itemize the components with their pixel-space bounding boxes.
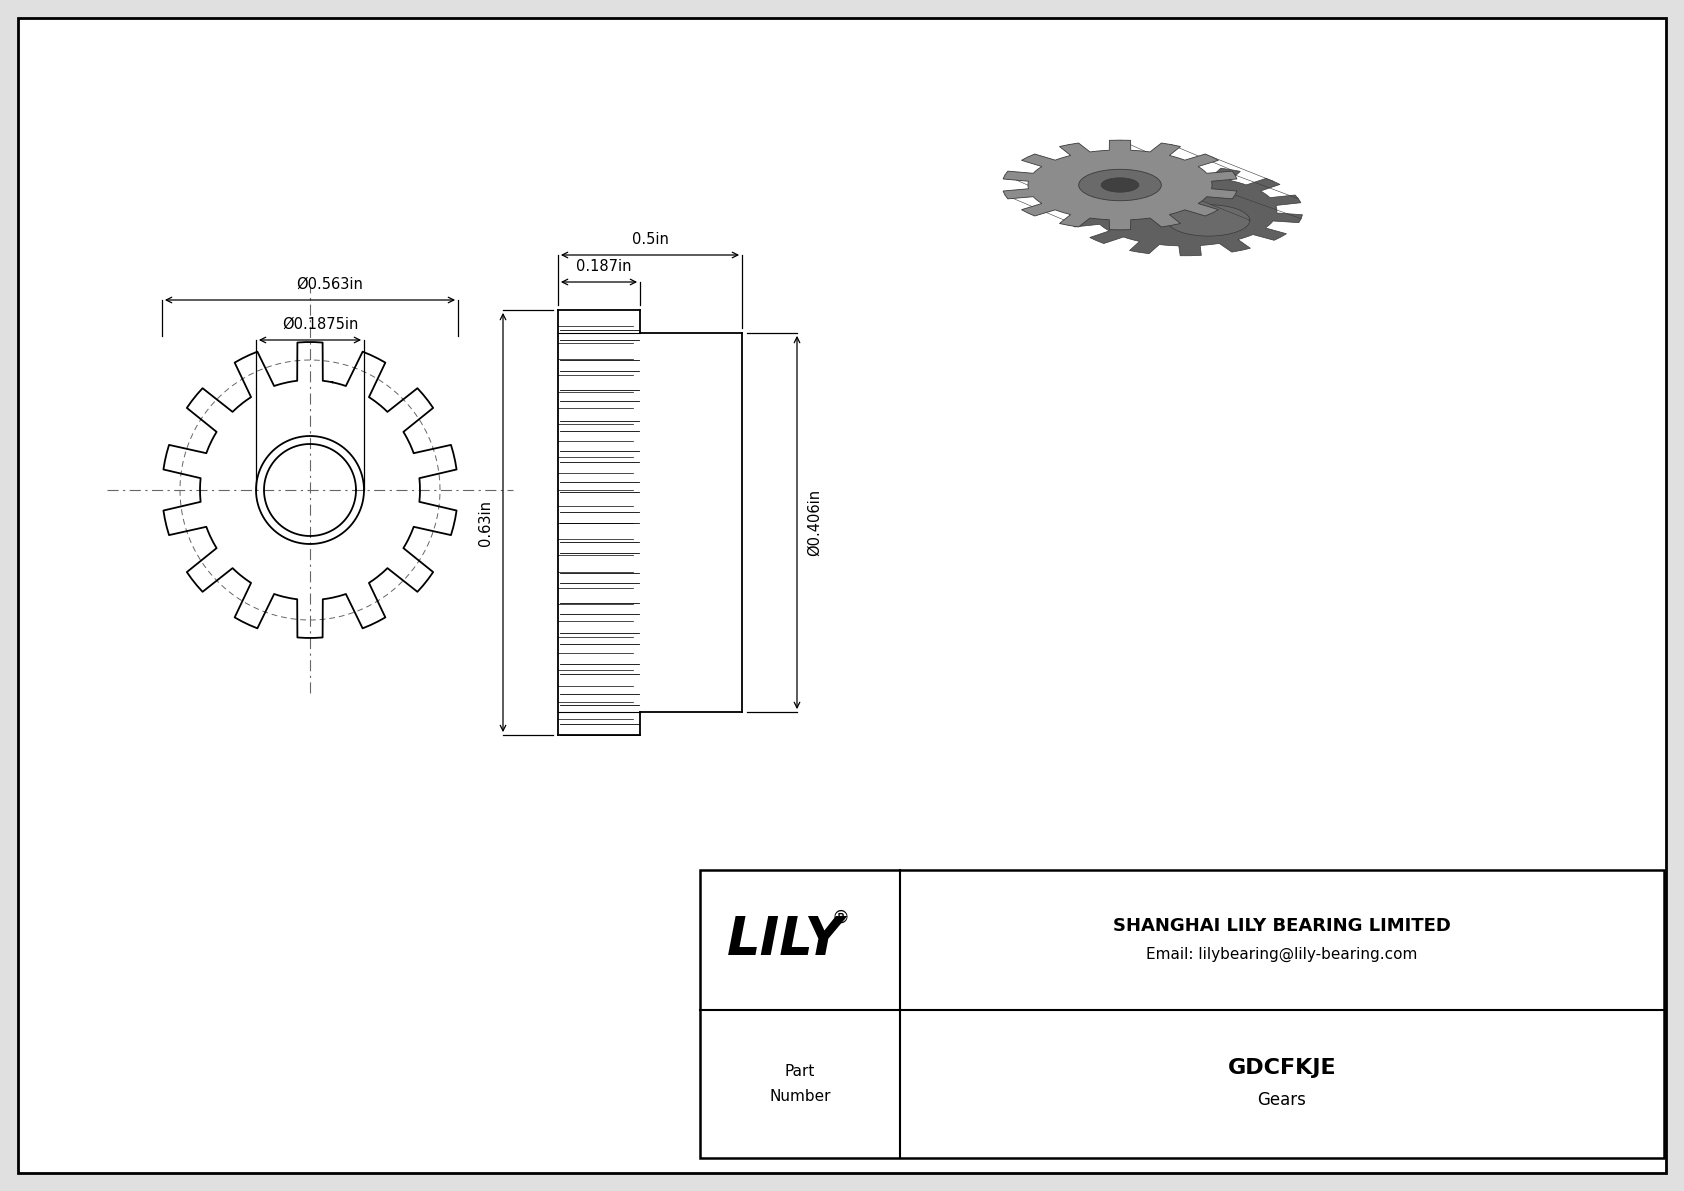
Polygon shape (1068, 167, 1302, 256)
Ellipse shape (1167, 205, 1250, 236)
Text: Ø0.1875in: Ø0.1875in (281, 317, 359, 332)
Text: SHANGHAI LILY BEARING LIMITED: SHANGHAI LILY BEARING LIMITED (1113, 917, 1452, 935)
Text: Ø0.406in: Ø0.406in (807, 490, 822, 556)
Text: GDCFKJE: GDCFKJE (1228, 1058, 1337, 1078)
Polygon shape (1004, 141, 1238, 230)
Bar (701, 869, 1664, 1158)
Text: 0.187in: 0.187in (576, 258, 632, 274)
Text: Email: lilybearing@lily-bearing.com: Email: lilybearing@lily-bearing.com (1147, 947, 1418, 961)
Polygon shape (1079, 185, 1250, 220)
Text: 0.5in: 0.5in (632, 232, 669, 247)
Text: LILY: LILY (726, 913, 844, 966)
Text: Gears: Gears (1258, 1091, 1307, 1109)
Text: Part
Number: Part Number (770, 1065, 830, 1104)
Ellipse shape (1101, 177, 1138, 192)
Text: ®: ® (830, 909, 849, 927)
Ellipse shape (1079, 169, 1162, 201)
Text: Ø0.563in: Ø0.563in (296, 278, 364, 292)
Text: 0.63in: 0.63in (478, 499, 493, 545)
